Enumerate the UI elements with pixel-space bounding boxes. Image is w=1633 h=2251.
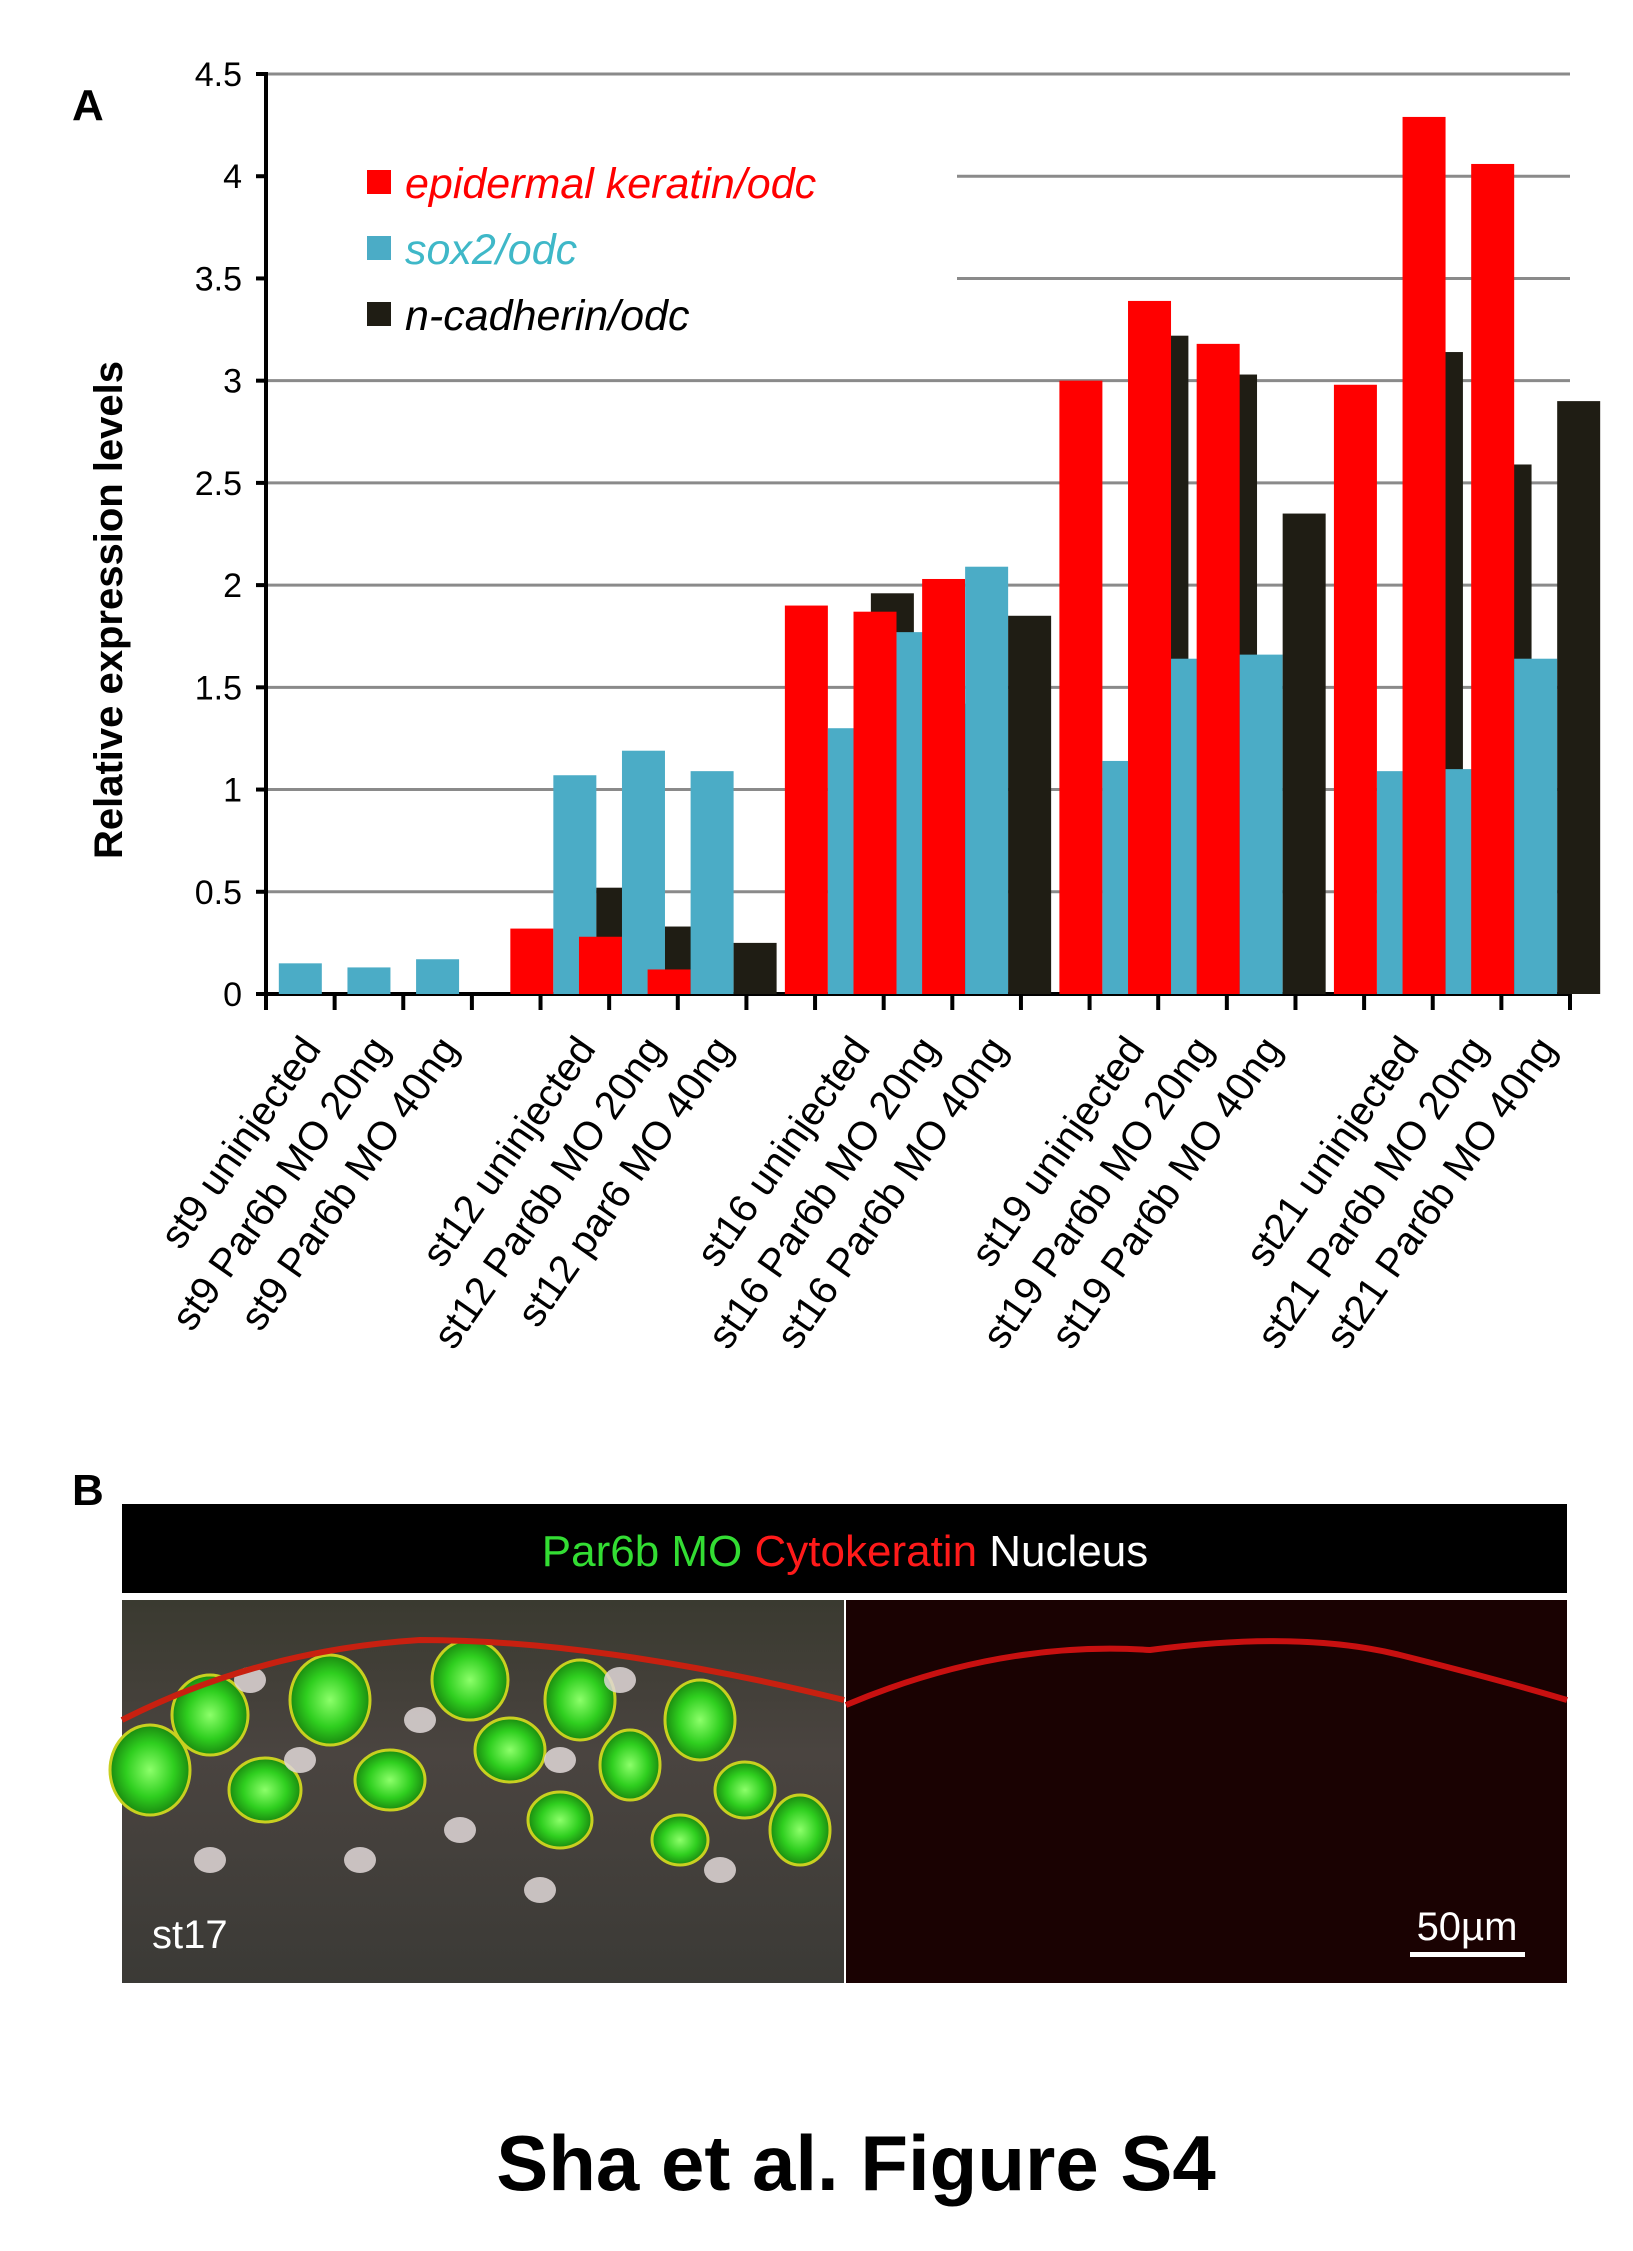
nucleus [704, 1857, 736, 1883]
panel-label-b: B [72, 1466, 104, 1515]
bar [1128, 300, 1172, 994]
morphant-cell [108, 1723, 192, 1817]
micrograph-panel: Par6b MO Cytokeratin Nucleus st17 50µm [108, 1504, 1568, 1983]
cytokeratin-signal [844, 1638, 1568, 1708]
nucleus [544, 1747, 576, 1773]
nucleus [404, 1707, 436, 1733]
legend-label: epidermal keratin/odc [405, 160, 817, 208]
bar [853, 611, 897, 994]
nucleus [284, 1747, 316, 1773]
bar [1471, 163, 1515, 994]
morphant-cell [170, 1673, 250, 1757]
nucleus [194, 1847, 226, 1873]
bar [416, 959, 460, 994]
morphant-cell [663, 1678, 737, 1762]
bar [733, 942, 777, 994]
morphant-cell [353, 1748, 427, 1812]
bar [578, 936, 622, 994]
y-tick-label: 2 [223, 567, 242, 605]
bar [1239, 654, 1283, 994]
cytokeratin-signal-merged [120, 1636, 845, 1723]
morphant-cell [288, 1653, 372, 1747]
bar [510, 928, 554, 994]
micrograph-header-bar [122, 1504, 1567, 1593]
bar [347, 967, 391, 994]
morphant-cell [650, 1813, 710, 1867]
morphant-cell [526, 1790, 594, 1850]
stage-label: st17 [152, 1913, 228, 1957]
y-tick-label: 1 [223, 772, 242, 810]
panel-label-a: A [72, 81, 104, 130]
bar [1008, 615, 1052, 994]
legend-label: n-cadherin/odc [405, 292, 690, 340]
bar [1059, 380, 1103, 995]
micrograph-legend: Par6b MO Cytokeratin Nucleus [542, 1527, 1148, 1576]
y-tick-label: 4.5 [195, 56, 242, 94]
morphant-cell [768, 1793, 832, 1867]
legend-swatch [367, 170, 391, 194]
bar [1514, 658, 1558, 994]
bar [647, 969, 691, 994]
y-tick-label: 0 [223, 976, 242, 1014]
scale-bar-label: 50µm [1417, 1905, 1518, 1949]
micrograph-legend-item: Par6b MO [542, 1527, 743, 1576]
bar [278, 963, 322, 994]
bar [1402, 116, 1446, 994]
nucleus [344, 1847, 376, 1873]
bar [1282, 513, 1326, 994]
bar [784, 605, 828, 994]
morphant-cell [713, 1760, 777, 1820]
y-tick-label: 1.5 [195, 669, 242, 707]
micrograph-legend-item: Nucleus [977, 1527, 1148, 1576]
bar-chart: 0 0.5 1 1.5 2 2.5 3 3.5 4 4.5 Relative expression … [87, 56, 1601, 1357]
morphant-cell [227, 1756, 303, 1824]
micrograph-legend-item: Cytokeratin [742, 1527, 977, 1576]
figure-caption: Sha et al. Figure S4 [496, 2119, 1216, 2207]
chart-legend: epidermal keratin/odc sox2/odc n-cadherin/… [367, 160, 817, 340]
bar [1333, 384, 1377, 994]
y-tick-label: 3.5 [195, 260, 242, 298]
bar [1557, 401, 1601, 995]
morphant-cell [543, 1658, 617, 1742]
morphant-cell [430, 1638, 510, 1722]
bar [621, 750, 665, 994]
nucleus [524, 1877, 556, 1903]
legend-swatch [367, 302, 391, 326]
legend-label: sox2/odc [405, 226, 578, 274]
morphant-cell [473, 1716, 547, 1784]
bar [690, 771, 734, 994]
scale-bar [1410, 1952, 1525, 1957]
y-tick-label: 2.5 [195, 465, 242, 503]
legend-swatch [367, 236, 391, 260]
y-tick-label: 3 [223, 363, 242, 401]
morphant-cell [598, 1728, 662, 1802]
nucleus [444, 1817, 476, 1843]
nucleus [604, 1667, 636, 1693]
y-tick-label: 0.5 [195, 874, 242, 912]
bar [965, 566, 1009, 994]
y-tick-label: 4 [223, 158, 242, 196]
y-axis-label: Relative expression levels [87, 361, 131, 859]
bar [1196, 343, 1240, 994]
bar [922, 578, 966, 994]
